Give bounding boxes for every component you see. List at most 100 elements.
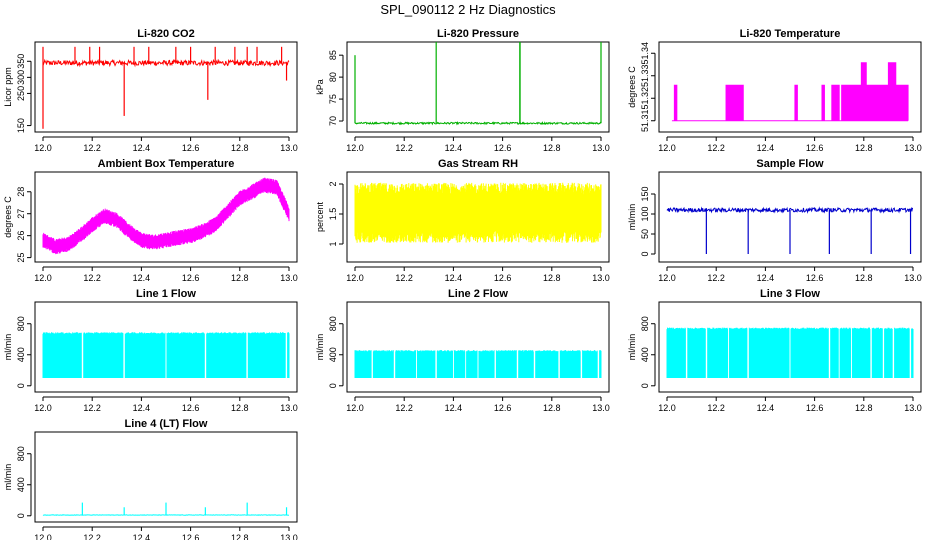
x-tick-label: 12.4 — [445, 143, 463, 153]
x-tick-label: 12.6 — [182, 403, 200, 413]
x-tick-label: 12.4 — [757, 403, 775, 413]
y-tick-label: 0 — [640, 251, 650, 256]
x-tick-label: 13.0 — [280, 143, 298, 153]
plot-frame — [34, 171, 298, 263]
series-band — [354, 182, 602, 243]
x-tick-label: 12.8 — [855, 403, 873, 413]
x-tick-label: 12.0 — [346, 403, 364, 413]
y-tick-label: 51.32 — [640, 87, 650, 110]
y-tick-label: 26 — [16, 231, 26, 241]
y-tick-label: 350 — [16, 54, 26, 69]
x-tick-label: 12.2 — [395, 273, 413, 283]
y-axis-label: ml/min — [3, 464, 13, 491]
x-tick-label: 12.4 — [133, 533, 151, 540]
x-tick-label: 12.0 — [34, 143, 52, 153]
y-tick-label: 400 — [16, 347, 26, 362]
y-axis-label: ml/min — [315, 334, 325, 361]
x-tick-label: 13.0 — [592, 143, 610, 153]
y-tick-label: 0 — [16, 383, 26, 388]
level-block — [831, 84, 840, 121]
x-tick-label: 12.0 — [346, 273, 364, 283]
level-block — [841, 84, 909, 121]
level-block — [821, 84, 825, 121]
y-tick-label: 0 — [328, 383, 338, 388]
panel-6: Sample Flow 12.0 12.2 12.4 12.6 12.8 13.0 0 50 10… — [627, 158, 922, 283]
x-tick-label: 12.4 — [757, 143, 775, 153]
x-tick-label: 12.0 — [34, 273, 52, 283]
series-band — [354, 350, 602, 378]
y-tick-label: 100 — [640, 206, 650, 221]
panel-4: Ambient Box Temperature 12.0 12.2 12.4 12.6 1… — [3, 158, 298, 283]
x-tick-label: 12.8 — [855, 273, 873, 283]
series-line — [42, 58, 290, 68]
series-line — [666, 206, 914, 214]
level-block — [887, 62, 897, 121]
x-tick-label: 12.8 — [543, 403, 561, 413]
x-tick-label: 12.0 — [34, 403, 52, 413]
panel-1: Li-820 CO2 12.0 12.2 12.4 12.6 12.8 13.0 150 250… — [3, 28, 298, 153]
panel-title: Sample Flow — [756, 158, 824, 170]
level-block — [673, 84, 678, 121]
panel-title: Line 1 Flow — [136, 288, 196, 300]
x-tick-label: 12.2 — [707, 273, 725, 283]
y-tick-label: 51.33 — [640, 64, 650, 87]
x-tick-label: 12.2 — [395, 403, 413, 413]
level-block — [794, 84, 798, 121]
x-tick-label: 12.6 — [494, 273, 512, 283]
x-tick-label: 12.2 — [83, 403, 101, 413]
level-block — [860, 62, 867, 121]
x-tick-label: 13.0 — [904, 143, 922, 153]
series-band — [666, 327, 914, 378]
y-tick-label: 80 — [328, 72, 338, 82]
plot-frame — [346, 301, 610, 393]
page-title: SPL_090112 2 Hz Diagnostics — [380, 2, 556, 17]
panel-8: Line 2 Flow 12.0 12.2 12.4 12.6 12.8 13.0 0 400 8… — [315, 288, 610, 413]
y-tick-label: 70 — [328, 116, 338, 126]
x-tick-label: 12.2 — [707, 143, 725, 153]
panel-title: Li-820 Temperature — [740, 28, 841, 40]
panel-title: Line 4 (LT) Flow — [125, 418, 208, 430]
panel-title: Ambient Box Temperature — [98, 158, 235, 170]
x-tick-label: 12.8 — [231, 403, 249, 413]
plot-frame — [34, 301, 298, 393]
y-tick-label: 400 — [328, 347, 338, 362]
plot-frame — [658, 41, 922, 133]
y-axis-label: degrees C — [3, 196, 13, 238]
x-tick-label: 12.4 — [133, 143, 151, 153]
y-axis-label: ml/min — [627, 334, 637, 361]
y-tick-label: 50 — [640, 229, 650, 239]
panel-7: Line 1 Flow 12.0 12.2 12.4 12.6 12.8 13.0 0 400 8… — [3, 288, 298, 413]
plot-frame — [346, 171, 610, 263]
panel-title: Li-820 Pressure — [437, 28, 519, 40]
x-tick-label: 12.4 — [445, 403, 463, 413]
x-tick-label: 12.6 — [494, 143, 512, 153]
panel-3: Li-820 Temperature 12.0 12.2 12.4 12.6 12.8 13… — [627, 28, 922, 153]
x-tick-label: 13.0 — [904, 403, 922, 413]
x-tick-label: 13.0 — [904, 273, 922, 283]
panel-title: Line 2 Flow — [448, 288, 508, 300]
y-tick-label: 51.34 — [640, 42, 650, 65]
x-tick-label: 12.0 — [658, 403, 676, 413]
y-tick-label: 800 — [328, 316, 338, 331]
x-tick-label: 12.8 — [231, 533, 249, 540]
panel-title: Line 3 Flow — [760, 288, 820, 300]
x-tick-label: 12.6 — [494, 403, 512, 413]
x-tick-label: 12.6 — [806, 403, 824, 413]
plot-frame — [658, 301, 922, 393]
y-axis-label: percent — [315, 201, 325, 232]
panel-title: Gas Stream RH — [438, 158, 518, 170]
y-tick-label: 27 — [16, 209, 26, 219]
panel-2: Li-820 Pressure 12.0 12.2 12.4 12.6 12.8 13.0 7… — [315, 28, 610, 153]
x-tick-label: 13.0 — [592, 273, 610, 283]
y-tick-label: 250 — [16, 86, 26, 101]
y-axis-label: kPa — [315, 79, 325, 95]
x-tick-label: 13.0 — [280, 273, 298, 283]
y-tick-label: 1.5 — [328, 208, 338, 221]
y-tick-label: 1 — [328, 241, 338, 246]
y-axis-label: Licor ppm — [3, 67, 13, 107]
x-tick-label: 12.0 — [658, 273, 676, 283]
x-tick-label: 12.6 — [182, 273, 200, 283]
x-tick-label: 12.6 — [182, 143, 200, 153]
x-tick-label: 12.2 — [83, 143, 101, 153]
